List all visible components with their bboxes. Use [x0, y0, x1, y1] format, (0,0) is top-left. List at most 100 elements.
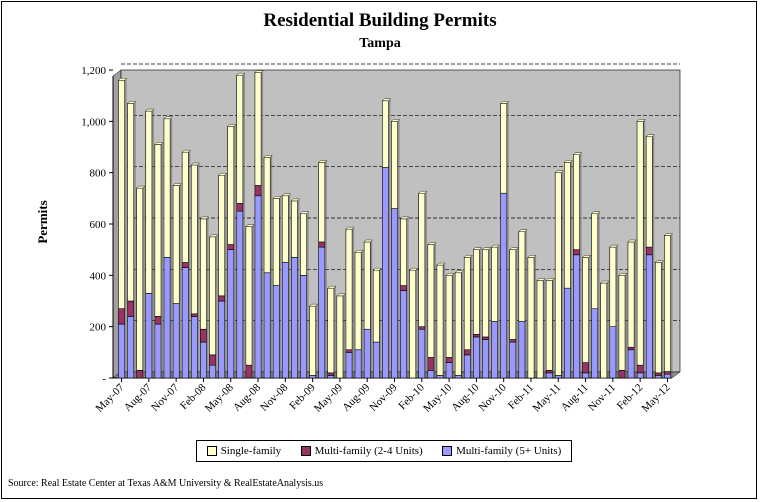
bar-top — [472, 247, 482, 250]
bar-top — [581, 255, 592, 258]
bar-segment — [300, 213, 307, 276]
bar-segment — [664, 371, 671, 375]
bar-side — [506, 101, 509, 194]
bar-side — [324, 239, 327, 248]
bar-segment — [245, 226, 253, 366]
bar-segment — [254, 185, 262, 197]
bar-side — [179, 301, 182, 378]
bar-segment — [218, 295, 226, 302]
bar-side — [215, 234, 218, 355]
x-tick-label: Aug-11 — [559, 382, 591, 414]
legend-item: Multi-family (2-4 Units) — [300, 445, 423, 457]
bar-side — [233, 247, 236, 378]
x-tick-label: May-11 — [531, 382, 564, 415]
bar-segment — [418, 328, 426, 379]
bar-side — [124, 78, 127, 309]
bar-segment — [172, 303, 180, 379]
bar-segment — [345, 352, 353, 379]
bar-top — [136, 185, 146, 189]
bar-side — [461, 270, 464, 376]
x-tick-label: Nov-11 — [586, 382, 618, 414]
bar-segment — [327, 375, 335, 379]
bar-side — [142, 368, 145, 378]
bar-segment — [118, 308, 125, 325]
bar-segment — [418, 326, 426, 330]
bar-top — [427, 242, 437, 245]
bar-segment — [163, 257, 171, 379]
bar-segment — [118, 323, 125, 379]
x-tick-label: Aug-08 — [231, 381, 264, 414]
bar-side — [433, 368, 436, 378]
bar-top — [281, 193, 291, 196]
x-tick-label: May-09 — [312, 381, 345, 414]
bar-top — [181, 149, 191, 153]
bar-segment — [218, 300, 226, 379]
bar-segment — [463, 257, 471, 351]
bar-side — [133, 101, 136, 302]
bar-side — [352, 347, 355, 353]
bar-side — [588, 360, 591, 373]
bar-side — [124, 306, 127, 325]
bar-side — [652, 134, 655, 248]
bar-top — [208, 234, 219, 238]
bar-segment — [236, 203, 244, 212]
bar-side — [397, 206, 400, 378]
bar-side — [561, 373, 564, 378]
bar-side — [333, 286, 336, 373]
bar-segment — [518, 231, 526, 322]
bar-segment — [281, 262, 289, 379]
bar-side — [297, 198, 300, 258]
bar-segment — [609, 246, 617, 327]
bar-side — [333, 370, 336, 376]
bar-side — [524, 229, 527, 322]
bar-side — [242, 73, 245, 204]
bar-segment — [518, 321, 526, 379]
x-tick-label: May-08 — [203, 381, 236, 414]
bar-side — [406, 283, 409, 291]
bar-side — [543, 278, 546, 378]
bar-segment — [582, 257, 589, 363]
bar-side — [579, 152, 582, 250]
bar-top — [418, 190, 428, 194]
bar-side — [242, 209, 245, 378]
bar-segment — [664, 235, 671, 372]
bar-side — [252, 363, 255, 378]
bar-segment — [291, 200, 298, 258]
bar-side — [197, 311, 200, 317]
bar-top — [618, 273, 628, 276]
bar-side — [606, 281, 609, 378]
bar-side — [215, 352, 218, 366]
bar-side — [406, 288, 409, 378]
bar-side — [670, 369, 673, 375]
bar-segment — [118, 79, 125, 309]
bar-segment — [627, 346, 635, 351]
bar-side — [479, 334, 482, 378]
bar-segment — [563, 162, 571, 289]
bar-top — [663, 233, 674, 236]
bar-segment — [463, 349, 471, 356]
bar-segment — [545, 372, 553, 379]
bar-side — [388, 165, 391, 378]
bar-side — [161, 314, 164, 325]
bar-top — [163, 116, 173, 119]
x-tick-label: Nov-07 — [149, 381, 182, 414]
bar-side — [452, 273, 455, 358]
bar-segment — [482, 249, 489, 338]
bar-side — [379, 268, 382, 343]
bar-segment — [181, 262, 189, 268]
bar-side — [661, 260, 664, 373]
bar-top — [463, 255, 473, 258]
bar-segment — [172, 185, 180, 304]
bar-top — [500, 101, 510, 104]
bar-segment — [573, 154, 580, 250]
bar-segment — [318, 241, 326, 248]
bar-side — [279, 196, 282, 286]
bar-top — [481, 247, 492, 250]
bar-top — [336, 293, 346, 297]
bar-top — [218, 173, 228, 176]
bar-segment — [345, 228, 353, 351]
bar-side — [124, 322, 127, 378]
bar-side — [552, 278, 555, 371]
y-tick-label: 600 — [90, 219, 107, 231]
bar-segment — [382, 167, 389, 379]
